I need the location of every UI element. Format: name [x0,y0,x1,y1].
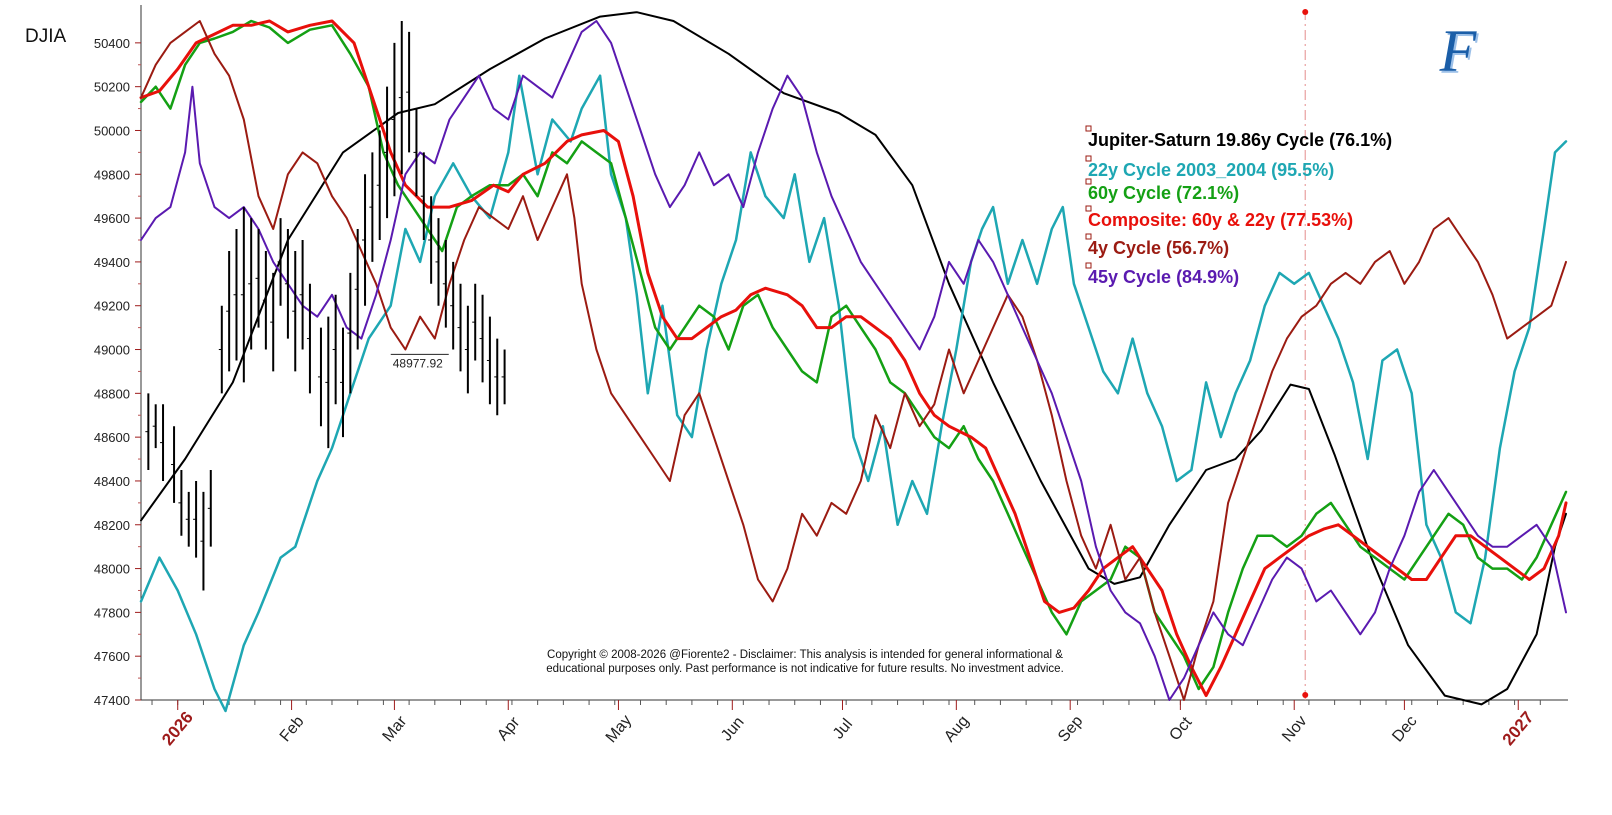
x-month-label: Sep [1055,713,1086,746]
legend-marker [1085,178,1092,185]
series-line-1 [139,74,1568,713]
copyright-line-2: educational purposes only. Past performa… [546,663,1064,675]
series-line-5 [140,20,1567,701]
marker-top-dot [1302,9,1309,15]
x-year-label: 2027 [1499,708,1538,749]
last-price-label: 48977.92 [393,356,443,370]
series-line-0 [140,11,1567,706]
series-line-2 [139,19,1568,691]
y-tick-label: 48400 [94,474,130,489]
y-tick-label: 50200 [94,80,130,95]
legend-marker [1085,205,1092,212]
legend-item-2: 60y Cycle (72.1%) [1088,183,1239,203]
y-tick-label: 49400 [94,255,130,270]
x-month-label: Mar [380,713,411,746]
x-month-label: Dec [1389,713,1420,746]
legend-marker [1085,125,1092,132]
y-tick-label: 48000 [94,562,130,577]
legend-item-3: Composite: 60y & 22y (77.53%) [1088,210,1353,230]
copyright-disclaimer: Copyright © 2008-2026 @Fiorente2 - Discl… [480,648,1130,676]
y-tick-label: 50000 [94,123,130,138]
y-tick-label: 48800 [94,386,130,401]
symbol-label: DJIA [25,26,67,47]
fiorente-logo-icon: F [1439,18,1477,84]
y-tick-label: 49600 [94,211,130,226]
y-tick-label: 48200 [94,518,130,533]
legend-item-5: 45y Cycle (84.9%) [1088,267,1239,287]
x-month-label: Aug [941,713,972,746]
y-tick-label: 49200 [94,299,130,314]
x-month-label: Jul [830,716,856,743]
legend-item-4: 4y Cycle (56.7%) [1088,238,1229,258]
legend-marker [1085,155,1092,162]
legend-item-0: Jupiter-Saturn 19.86y Cycle (76.1%) [1088,130,1392,150]
marker-bottom-dot [1302,692,1309,698]
y-tick-label: 47400 [94,693,130,708]
series-line-4 [140,20,1567,701]
x-month-label: May [603,712,635,746]
y-tick-label: 47800 [94,605,130,620]
x-month-label: Feb [277,713,308,745]
legend-marker [1085,233,1092,240]
x-month-label: Apr [494,714,523,745]
legend-marker [1085,262,1092,269]
x-month-label: Oct [1166,714,1195,744]
y-tick-label: 50400 [94,36,130,51]
copyright-line-1: Copyright © 2008-2026 @Fiorente2 - Discl… [547,649,1063,661]
y-tick-label: 47600 [94,649,130,664]
x-year-label: 2026 [158,708,197,749]
x-month-label: Jun [718,714,748,745]
y-tick-label: 49000 [94,343,130,358]
x-month-label: Nov [1279,713,1310,746]
y-tick-label: 48600 [94,430,130,445]
y-tick-label: 49800 [94,167,130,182]
legend-item-1: 22y Cycle 2003_2004 (95.5%) [1088,160,1334,180]
